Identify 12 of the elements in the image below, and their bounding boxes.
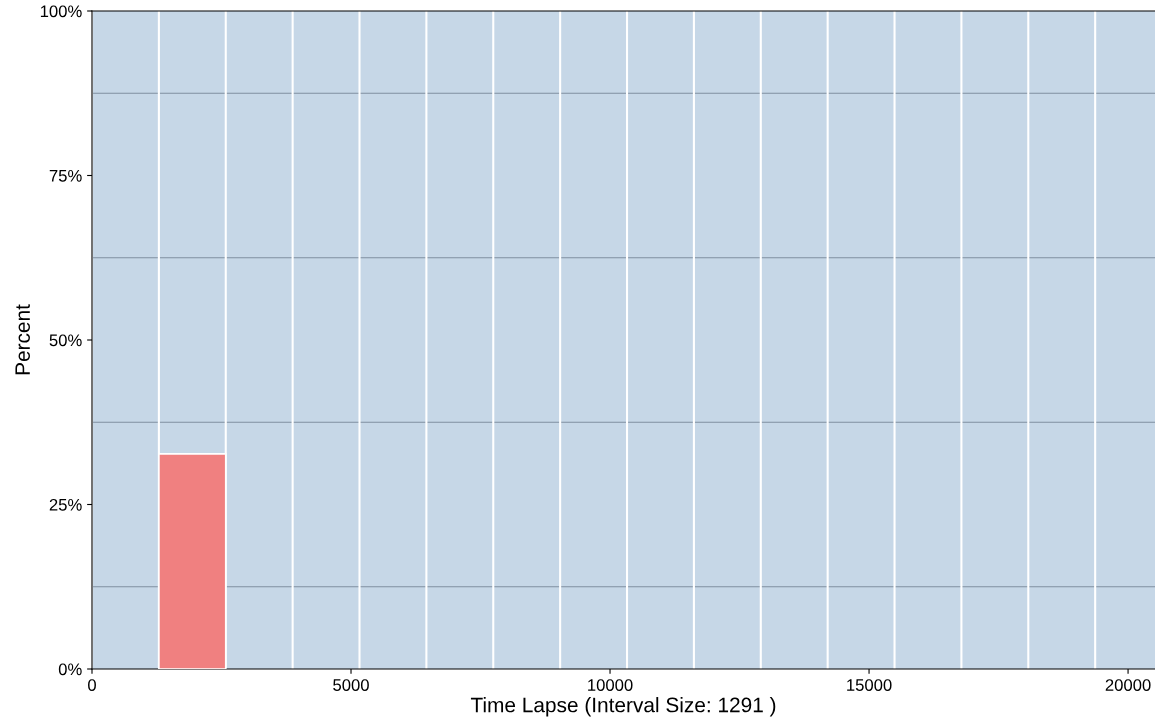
y-tick-label: 100% — [40, 5, 82, 18]
y-axis-title: Percent — [15, 304, 30, 375]
x-tick-label: 5000 — [333, 679, 369, 691]
y-tick-label: 75% — [49, 169, 82, 182]
y-tick-label: 50% — [49, 334, 82, 347]
x-tick-label: 0 — [88, 679, 96, 691]
y-tick-label: 0% — [58, 663, 82, 676]
x-axis-title: Time Lapse (Interval Size: 1291 ) — [470, 697, 776, 717]
x-tick-label: 20000 — [1105, 679, 1151, 691]
y-tick-label: 25% — [49, 498, 82, 511]
x-tick-label: 10000 — [588, 679, 633, 691]
x-tick-label: 15000 — [847, 679, 892, 691]
